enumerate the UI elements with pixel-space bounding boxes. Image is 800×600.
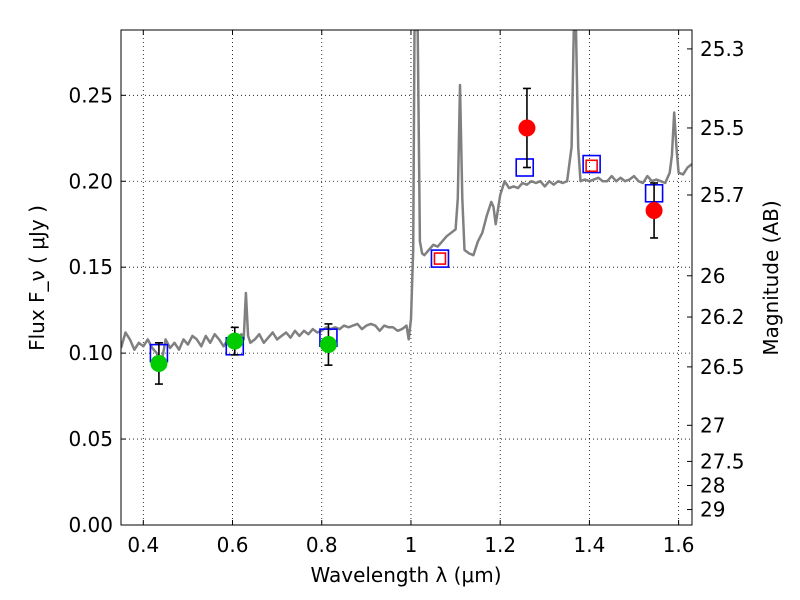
mag-tick-label: 25.3 bbox=[700, 37, 745, 61]
red-square-marker bbox=[433, 252, 447, 265]
x-tick-label: 0.6 bbox=[217, 533, 249, 557]
mag-tick-label: 29 bbox=[700, 498, 725, 522]
blue-square-marker bbox=[582, 154, 601, 174]
red-data-point bbox=[645, 201, 663, 219]
y-tick-label: 0.20 bbox=[68, 169, 113, 193]
x-tick-label: 1.4 bbox=[573, 533, 605, 557]
mag-tick-label: 25.5 bbox=[700, 116, 745, 140]
plot-area bbox=[121, 30, 692, 385]
grid-lines bbox=[121, 30, 692, 526]
x-tick-label: 0.4 bbox=[127, 533, 159, 557]
red-data-point bbox=[518, 119, 536, 137]
y-axis-ticks: 0.00 0.05 0.10 0.15 0.20 0.25 bbox=[68, 83, 126, 537]
mag-tick-label: 25.7 bbox=[700, 183, 745, 207]
y-tick-label: 0.00 bbox=[68, 513, 113, 537]
mag-tick-label: 28 bbox=[700, 473, 725, 497]
y-tick-label: 0.15 bbox=[68, 255, 113, 279]
x-tick-label: 1.2 bbox=[484, 533, 516, 557]
x-tick-label: 1 bbox=[405, 533, 418, 557]
axes-frame bbox=[120, 29, 693, 526]
mag-tick-label: 26.2 bbox=[700, 305, 745, 329]
mag-tick-label: 27 bbox=[700, 413, 725, 437]
mag-tick-label: 27.5 bbox=[700, 449, 745, 473]
x-axis-ticks: 0.4 0.6 0.8 1 1.2 1.4 1.6 bbox=[127, 30, 695, 557]
y-tick-label: 0.25 bbox=[68, 83, 113, 107]
y-axis-label: Flux F_ν ( μJy ) bbox=[25, 205, 49, 351]
blue-square-marker bbox=[430, 249, 450, 268]
blue-square-marker bbox=[515, 158, 535, 177]
mag-tick-label: 26 bbox=[700, 264, 725, 288]
green-data-point bbox=[226, 332, 244, 350]
x-tick-label: 0.8 bbox=[306, 533, 338, 557]
y2-axis-label: Magnitude (AB) bbox=[759, 200, 783, 355]
x-tick-label: 1.6 bbox=[663, 533, 695, 557]
green-data-point bbox=[150, 354, 168, 372]
y-tick-label: 0.10 bbox=[68, 341, 113, 365]
y-tick-label: 0.05 bbox=[68, 427, 113, 451]
mag-tick-label: 26.5 bbox=[700, 355, 745, 379]
green-data-point bbox=[319, 336, 337, 354]
x-axis-label: Wavelength λ (μm) bbox=[310, 563, 501, 587]
spectrum-line bbox=[121, 30, 692, 367]
red-square-marker bbox=[585, 159, 598, 173]
